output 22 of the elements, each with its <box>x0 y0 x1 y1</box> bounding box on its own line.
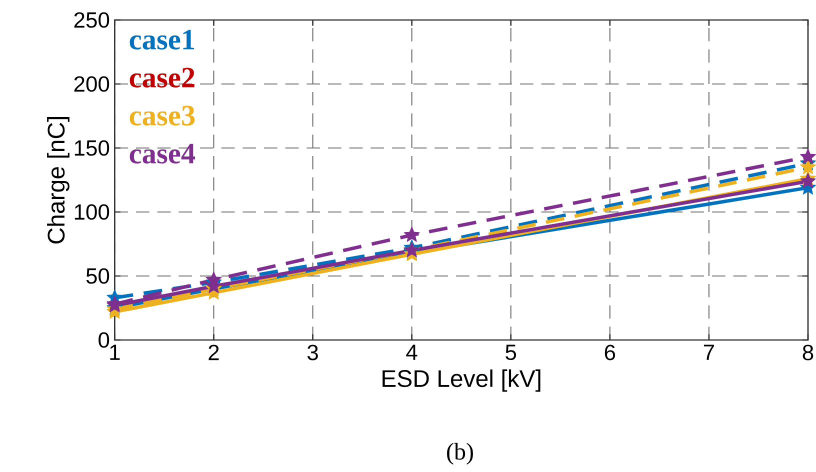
y-axis-title: Charge [nC] <box>47 117 70 244</box>
x-tick-label: 8 <box>802 344 814 360</box>
text: case3 <box>130 106 195 126</box>
y-tick-label: 50 <box>86 268 110 284</box>
legend-label: case2 <box>130 68 194 88</box>
text: (b) <box>447 442 473 465</box>
y-tick-label: 100 <box>74 204 110 220</box>
text: case1 <box>130 30 194 50</box>
y-tick-label: 250 <box>74 12 110 28</box>
x-tick-label: 1 <box>110 344 120 360</box>
text: case4 <box>130 144 196 164</box>
x-tick-label: 3 <box>307 344 318 360</box>
y-tick-label: 200 <box>74 76 110 92</box>
x-tick-label: 6 <box>604 344 616 360</box>
x-tick-label: 2 <box>208 344 219 360</box>
point <box>404 226 420 242</box>
x-tick-label: 4 <box>406 344 418 360</box>
x-axis-title: ESD Level [kV] <box>382 369 540 392</box>
y-tick-label: 0 <box>98 332 110 348</box>
x-tick-label: 5 <box>506 344 516 360</box>
x-tick-label: 7 <box>704 344 714 360</box>
y-tick-label: 150 <box>74 140 110 156</box>
